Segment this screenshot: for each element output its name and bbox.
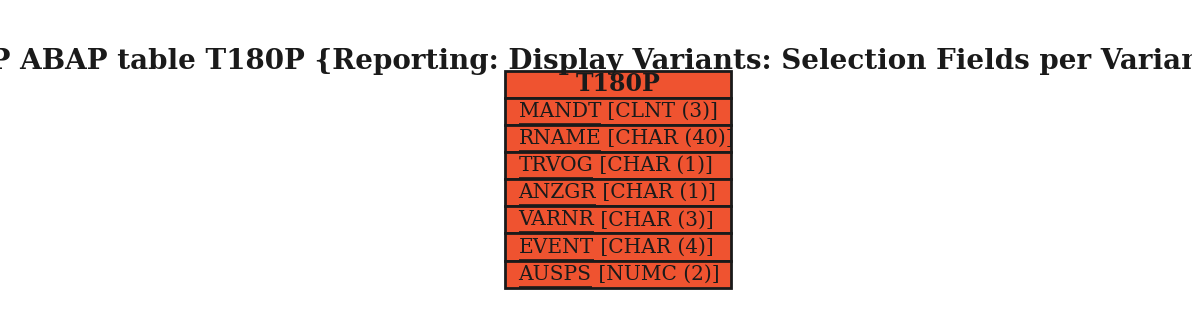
Text: MANDT: MANDT bbox=[519, 102, 601, 121]
Text: [CHAR (4)]: [CHAR (4)] bbox=[594, 238, 714, 257]
Text: EVENT: EVENT bbox=[519, 238, 594, 257]
Text: [CHAR (40)]: [CHAR (40)] bbox=[601, 129, 734, 148]
Text: T180P: T180P bbox=[576, 72, 660, 96]
Text: [CHAR (1)]: [CHAR (1)] bbox=[594, 156, 713, 175]
Text: VARNR: VARNR bbox=[519, 210, 595, 229]
Text: [CHAR (3)]: [CHAR (3)] bbox=[595, 210, 714, 229]
Text: [NUMC (2)]: [NUMC (2)] bbox=[591, 265, 719, 284]
Text: [CLNT (3)]: [CLNT (3)] bbox=[601, 102, 718, 121]
Text: TRVOG: TRVOG bbox=[519, 156, 594, 175]
Text: ANZGR: ANZGR bbox=[519, 183, 596, 202]
Text: RNAME: RNAME bbox=[519, 129, 601, 148]
Text: [CHAR (1)]: [CHAR (1)] bbox=[596, 183, 716, 202]
Text: AUSPS: AUSPS bbox=[519, 265, 591, 284]
Text: SAP ABAP table T180P {Reporting: Display Variants: Selection Fields per Variant(: SAP ABAP table T180P {Reporting: Display… bbox=[0, 47, 1192, 75]
